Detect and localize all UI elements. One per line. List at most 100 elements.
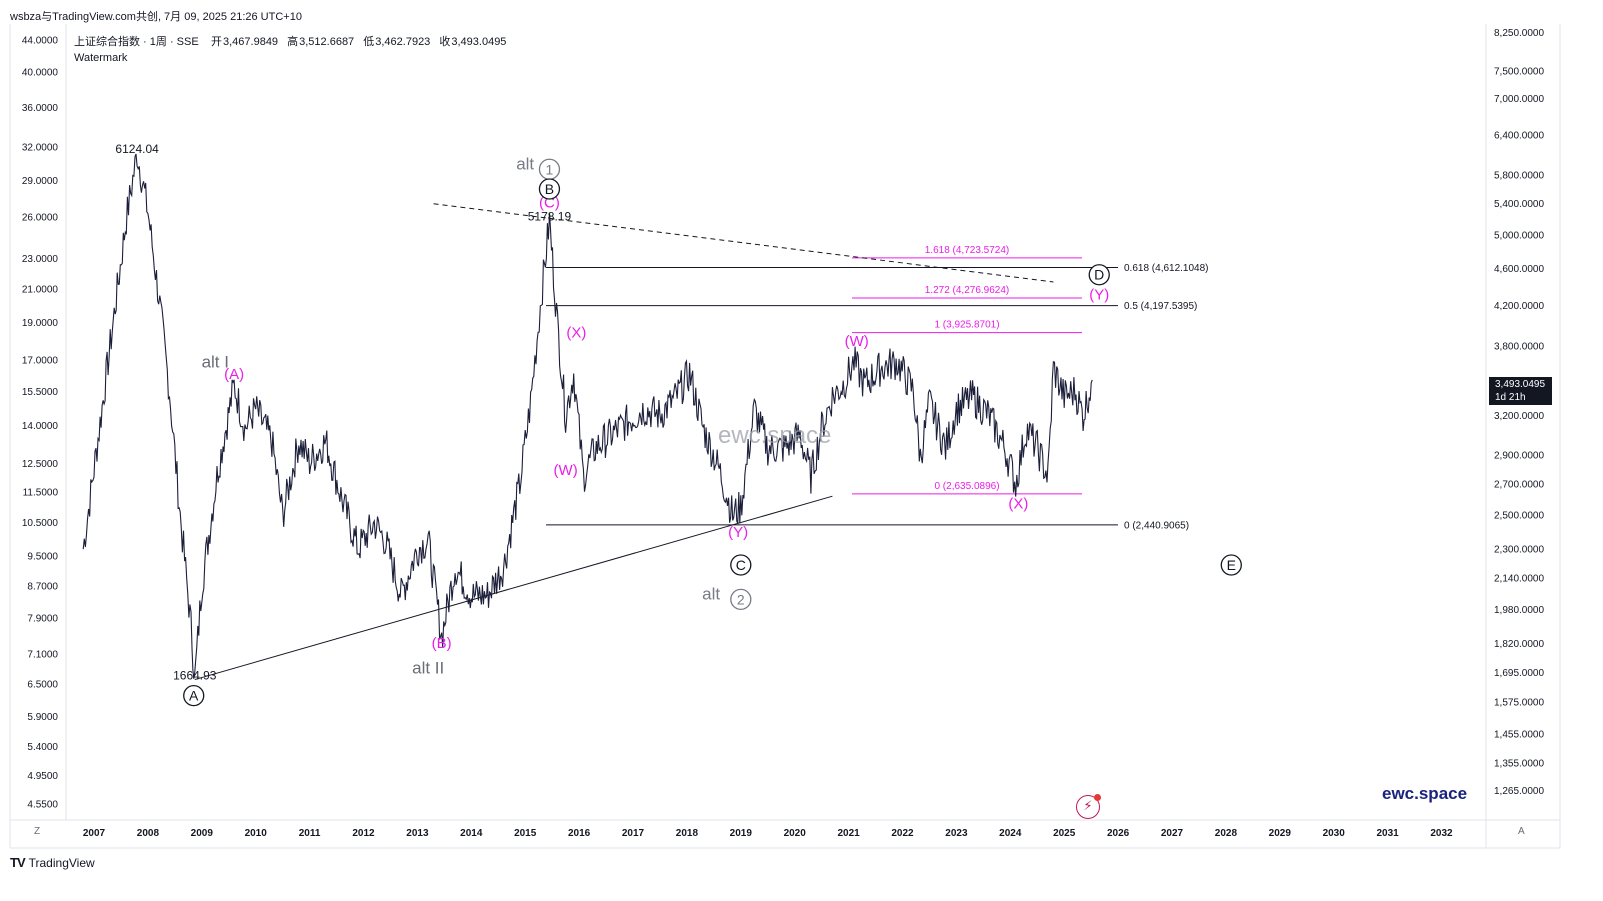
low-label: 低 xyxy=(363,35,374,48)
level-lines[interactable]: 0.618 (4,612.1048) 0.5 (4,197.5395) 0 (2,4… xyxy=(546,245,1209,532)
left-axis-tick: 44.0000 xyxy=(22,36,59,47)
time-tick-2013: 2013 xyxy=(406,828,429,839)
circled-wave-marker xyxy=(1220,554,1242,576)
time-tick-2007: 2007 xyxy=(83,828,106,839)
time-tick-2014: 2014 xyxy=(460,828,483,839)
circled-wave-marker xyxy=(538,178,561,200)
time-tick-2015: 2015 xyxy=(514,828,537,839)
tradingview-logo[interactable]: TV TradingView xyxy=(10,855,95,870)
left-axis-tick: 26.0000 xyxy=(22,213,59,224)
bar-countdown: 1d 21h xyxy=(1495,392,1526,403)
time-tick-2020: 2020 xyxy=(784,828,807,839)
time-tick-2009: 2009 xyxy=(191,828,214,839)
time-tick-2017: 2017 xyxy=(622,828,645,839)
left-axis-tick: 23.0000 xyxy=(22,254,59,265)
circled-wave-text: C xyxy=(736,557,746,573)
wave-label: 5178.19 xyxy=(528,210,572,224)
circled-wave-text: A xyxy=(189,688,199,704)
tradingview-logo-icon: TV xyxy=(10,855,26,870)
wave-label: (W) xyxy=(845,333,869,350)
time-tick-2025: 2025 xyxy=(1053,828,1076,839)
retracement-level-label: 0 (2,440.9065) xyxy=(1124,520,1189,531)
chart-legend: 上证综合指数 · 1周 · SSE 开3,467.9849 高3,512.668… xyxy=(74,34,506,64)
solid-trendline[interactable] xyxy=(194,495,833,681)
left-axis-tick: 29.0000 xyxy=(22,176,59,187)
right-axis-tick: 1,355.0000 xyxy=(1494,758,1544,769)
time-tick-2026: 2026 xyxy=(1107,828,1130,839)
fib-extension-label: 1.272 (4,276.9624) xyxy=(925,285,1010,296)
auto-scale-button[interactable]: A xyxy=(1518,826,1525,837)
zoom-button[interactable]: Z xyxy=(34,826,41,837)
circled-wave-marker xyxy=(730,554,752,576)
high-label: 高 xyxy=(287,34,298,48)
close-value: 3,493.0495 xyxy=(451,36,506,48)
time-tick-2032: 2032 xyxy=(1430,828,1453,839)
right-axis-tick: 2,900.0000 xyxy=(1494,451,1544,462)
fib-extension-label: 0 (2,635.0896) xyxy=(934,481,999,492)
left-axis-tick: 40.0000 xyxy=(22,68,59,79)
right-axis-tick: 5,800.0000 xyxy=(1494,170,1544,181)
wave-label: (B) xyxy=(432,635,452,652)
dashed-trendline[interactable] xyxy=(433,203,1054,283)
price-series xyxy=(82,153,1093,679)
time-tick-2012: 2012 xyxy=(352,828,375,839)
wave-label: alt I xyxy=(202,353,229,372)
fib-extension-label: 1.618 (4,723.5724) xyxy=(925,245,1010,256)
time-tick-2011: 2011 xyxy=(299,828,321,839)
right-axis-tick: 1,980.0000 xyxy=(1494,605,1544,616)
time-axis[interactable]: 2007 2008 2009 2010 2011 2012 2013 2014 2015 2016… xyxy=(83,828,1453,839)
left-price-axis[interactable]: 44.0000 40.0000 36.0000 32.0000 29.0000 26.00… xyxy=(22,36,59,811)
left-axis-tick: 12.5000 xyxy=(22,459,59,470)
left-axis-tick: 5.9000 xyxy=(27,712,58,723)
right-axis-tick: 3,800.0000 xyxy=(1494,341,1544,352)
legend-symbol: 上证综合指数 · 1周 · SSE xyxy=(74,34,199,48)
left-axis-tick: 4.9500 xyxy=(27,771,58,782)
time-tick-2008: 2008 xyxy=(137,828,160,839)
time-tick-2024: 2024 xyxy=(999,828,1022,839)
lightning-icon[interactable]: ⚡ xyxy=(1076,794,1101,819)
wave-label: alt xyxy=(702,584,720,603)
wave-label: (Y) xyxy=(1089,287,1109,304)
time-tick-2016: 2016 xyxy=(568,828,591,839)
brand-watermark: ewc.space xyxy=(1382,784,1468,803)
right-axis-tick: 7,000.0000 xyxy=(1494,94,1544,105)
circled-wave-text: B xyxy=(545,181,554,197)
time-tick-2010: 2010 xyxy=(245,828,268,839)
price-line xyxy=(82,153,1093,679)
center-watermark: ewc.space xyxy=(718,422,832,449)
left-axis-tick: 14.0000 xyxy=(22,421,59,432)
circled-wave-text: E xyxy=(1227,557,1236,573)
time-tick-2031: 2031 xyxy=(1376,828,1399,839)
legend-watermark: Watermark xyxy=(74,52,128,64)
right-axis-tick: 5,000.0000 xyxy=(1494,230,1544,241)
right-axis-tick: 2,700.0000 xyxy=(1494,480,1544,491)
left-axis-tick: 9.5000 xyxy=(27,552,58,563)
wave-label: (W) xyxy=(554,462,578,479)
right-axis-tick: 7,500.0000 xyxy=(1494,66,1544,77)
tradingview-logo-text: TradingView xyxy=(28,855,95,870)
chart-frame xyxy=(9,24,1561,849)
left-axis-tick: 36.0000 xyxy=(22,103,59,114)
time-tick-2019: 2019 xyxy=(730,828,753,839)
left-axis-tick: 7.9000 xyxy=(27,614,58,625)
wave-label: (C) xyxy=(539,194,560,211)
chart-credit: wsbza与TradingView.com共创, 7月 09, 2025 21:… xyxy=(10,11,302,23)
left-axis-tick: 21.0000 xyxy=(22,285,59,296)
right-price-axis[interactable]: 8,250.0000 7,500.0000 7,000.0000 6,400.0000… xyxy=(1494,28,1544,797)
right-axis-tick: 6,400.0000 xyxy=(1494,130,1544,141)
left-axis-tick: 32.0000 xyxy=(22,143,59,154)
open-label: 开 xyxy=(211,36,222,48)
trendlines[interactable] xyxy=(194,203,1054,681)
circled-wave-marker xyxy=(730,588,752,611)
left-axis-tick: 4.5500 xyxy=(27,800,58,811)
open-value: 3,467.9849 xyxy=(223,36,278,48)
wave-label: 1664.93 xyxy=(173,669,217,683)
left-axis-tick: 6.5000 xyxy=(27,679,58,690)
right-axis-tick: 4,200.0000 xyxy=(1494,301,1544,312)
wave-label: 6124.04 xyxy=(115,142,159,156)
wave-label: (X) xyxy=(566,324,586,341)
left-axis-tick: 11.5000 xyxy=(23,487,59,498)
time-tick-2027: 2027 xyxy=(1161,828,1184,839)
right-axis-tick: 2,140.0000 xyxy=(1494,574,1544,585)
